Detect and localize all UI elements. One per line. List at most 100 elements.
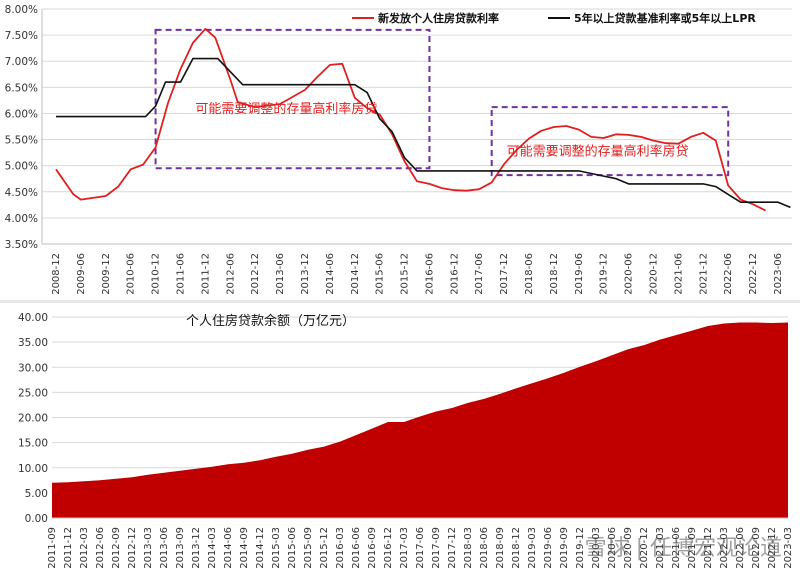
x-tick-label: 2021-12 xyxy=(698,253,709,295)
x-tick-label: 2022-12 xyxy=(748,253,759,295)
x-tick-label: 2023-06 xyxy=(773,253,784,295)
x-tick-label: 2013-03 xyxy=(143,527,154,569)
x-tick-label: 2009-12 xyxy=(101,253,112,295)
x-tick-label: 2017-06 xyxy=(415,527,426,569)
y-tick-label: 10.00 xyxy=(18,463,48,475)
x-tick-label: 2017-12 xyxy=(447,527,458,569)
y-tick-label: 7.50% xyxy=(5,30,38,42)
x-tick-label: 2012-03 xyxy=(79,527,90,569)
x-tick-label: 2019-12 xyxy=(575,527,586,569)
annotation-label: 可能需要调整的存量高利率房贷 xyxy=(507,144,689,160)
x-tick-label: 2023-03 xyxy=(783,527,794,569)
x-tick-label: 2018-06 xyxy=(479,527,490,569)
x-tick-label: 2019-12 xyxy=(599,253,610,295)
legend-label: 新发放个人住房贷款利率 xyxy=(378,11,499,25)
x-tick-label: 2018-12 xyxy=(511,527,522,569)
y-tick-label: 6.50% xyxy=(5,82,38,94)
x-tick-label: 2014-12 xyxy=(350,253,361,295)
legend-label: 5年以上贷款基准利率或5年以上LPR xyxy=(574,11,756,25)
x-tick-label: 2020-12 xyxy=(639,527,650,569)
x-tick-label: 2011-09 xyxy=(47,527,58,569)
x-tick-label: 2022-12 xyxy=(767,527,778,569)
y-tick-label: 30.00 xyxy=(18,362,48,374)
x-tick-label: 2019-06 xyxy=(574,253,585,295)
x-tick-label: 2021-03 xyxy=(655,527,666,569)
x-tick-label: 2019-09 xyxy=(559,527,570,569)
x-tick-label: 2018-12 xyxy=(549,253,560,295)
y-tick-label: 5.50% xyxy=(5,135,38,147)
x-tick-label: 2020-12 xyxy=(649,253,660,295)
x-tick-label: 2020-06 xyxy=(624,253,635,295)
y-tick-label: 3.50% xyxy=(5,239,38,251)
balance-area xyxy=(52,322,788,518)
y-tick-label: 8.00% xyxy=(5,4,38,16)
y-tick-label: 25.00 xyxy=(18,387,48,399)
y-tick-label: 20.00 xyxy=(18,413,48,425)
y-tick-label: 6.00% xyxy=(5,108,38,120)
x-tick-label: 2015-09 xyxy=(303,527,314,569)
x-tick-label: 2015-12 xyxy=(319,527,330,569)
x-tick-label: 2015-06 xyxy=(375,253,386,295)
y-tick-label: 7.00% xyxy=(5,56,38,68)
x-tick-label: 2021-06 xyxy=(671,527,682,569)
annotation-label: 可能需要调整的存量高利率房贷 xyxy=(195,101,377,117)
balance-area-chart: 0.00 5.00 10.00 15.00 20.00 25.00 30.00 35.00 40… xyxy=(18,312,794,569)
x-tick-label: 2022-06 xyxy=(723,253,734,295)
x-tick-label: 2014-09 xyxy=(239,527,250,569)
rate-line-chart: 3.50% 4.00% 4.50% 5.00% 5.50% 6.00% 6.50% 7.00%… xyxy=(5,4,792,295)
x-tick-label: 2020-03 xyxy=(591,527,602,569)
x-tick-label: 2016-06 xyxy=(424,253,435,295)
x-tick-label: 2016-06 xyxy=(351,527,362,569)
x-tick-label: 2014-06 xyxy=(325,253,336,295)
x-tick-label: 2022-06 xyxy=(735,527,746,569)
annotation-box xyxy=(490,106,730,177)
watermark: 雪球 | 任博宏观论道 xyxy=(584,536,782,561)
x-tick-label: 2017-06 xyxy=(474,253,485,295)
rate-chart-panel: 3.50% 4.00% 4.50% 5.00% 5.50% 6.00% 6.50% 7.00%… xyxy=(4,4,792,295)
y-tick-label: 4.00% xyxy=(5,213,38,225)
x-tick-label: 2021-09 xyxy=(687,527,698,569)
x-tick-label: 2008-12 xyxy=(51,253,62,295)
x-tick-label: 2022-09 xyxy=(751,527,762,569)
y-tick-label: 4.50% xyxy=(5,187,38,199)
x-tick-label: 2014-03 xyxy=(207,527,218,569)
x-tick-label: 2015-06 xyxy=(287,527,298,569)
x-tick-label: 2014-06 xyxy=(223,527,234,569)
x-tick-label: 2020-09 xyxy=(623,527,634,569)
chart-title: 个人住房贷款余额（万亿元） xyxy=(186,313,355,329)
x-tick-label: 2017-09 xyxy=(431,527,442,569)
x-tick-label: 2021-12 xyxy=(703,527,714,569)
annotation-box xyxy=(154,28,431,170)
x-tick-label: 2015-12 xyxy=(400,253,411,295)
y-tick-label: 40.00 xyxy=(18,312,48,324)
y-tick-label: 5.00 xyxy=(25,488,48,500)
x-tick-label: 2018-06 xyxy=(524,253,535,295)
y-tick-label: 15.00 xyxy=(18,438,48,450)
y-tick-label: 5.00% xyxy=(5,161,38,173)
x-tick-label: 2013-06 xyxy=(159,527,170,569)
x-tick-label: 2016-09 xyxy=(367,527,378,569)
x-tick-label: 2011-06 xyxy=(175,253,186,295)
x-tick-label: 2015-03 xyxy=(271,527,282,569)
new-loan-rate-line xyxy=(55,27,767,212)
x-tick-label: 2012-09 xyxy=(111,527,122,569)
lpr-rate-line xyxy=(56,57,791,209)
x-tick-label: 2012-06 xyxy=(225,253,236,295)
x-tick-label: 2013-12 xyxy=(191,527,202,569)
x-tick-label: 2010-06 xyxy=(126,253,137,295)
balance-chart-panel: 0.00 5.00 10.00 15.00 20.00 25.00 30.00 35.00 40… xyxy=(0,300,800,580)
x-tick-label: 2022-03 xyxy=(719,527,730,569)
x-tick-label: 2013-12 xyxy=(300,253,311,295)
x-tick-label: 2014-12 xyxy=(255,527,266,569)
x-tick-label: 2019-06 xyxy=(543,527,554,569)
x-tick-label: 2013-06 xyxy=(275,253,286,295)
x-tick-label: 2017-12 xyxy=(499,253,510,295)
x-tick-label: 2018-09 xyxy=(495,527,506,569)
x-tick-label: 2011-12 xyxy=(200,253,211,295)
x-tick-label: 2016-03 xyxy=(335,527,346,569)
x-tick-label: 2018-03 xyxy=(463,527,474,569)
y-tick-label: 0.00 xyxy=(25,513,48,525)
x-tick-label: 2009-06 xyxy=(76,253,87,295)
x-tick-label: 2020-06 xyxy=(607,527,618,569)
x-tick-label: 2012-12 xyxy=(250,253,261,295)
